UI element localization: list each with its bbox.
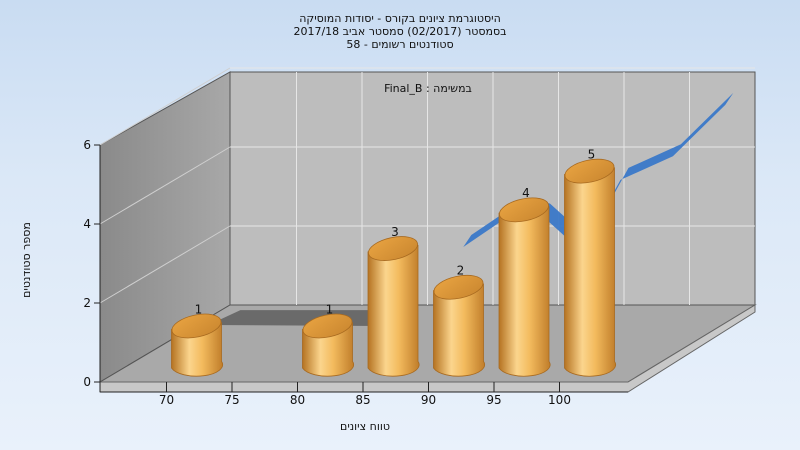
x-axis-label: טווח ציונים <box>340 420 390 433</box>
bar-80: 1 <box>302 302 354 377</box>
axes-group: 0 2 4 6 70 75 80 85 90 95 100 <box>83 138 628 407</box>
bar-body <box>498 206 551 377</box>
grid-line-wall <box>99 146 231 225</box>
x-tick-label: 70 <box>159 393 174 407</box>
y-tick-label: 2 <box>83 296 91 310</box>
x-tick-label: 95 <box>486 393 501 407</box>
task-annotation: במשימה : Final_B <box>384 82 472 95</box>
title-line-2: בסמסטר (02/2017) סמסטר אביב 2017/18 <box>293 25 507 38</box>
bar-100: 5 <box>564 147 616 377</box>
x-tick-label: 85 <box>355 393 370 407</box>
bar-value-label: 2 <box>457 264 465 278</box>
bar-95: 4 <box>498 186 551 377</box>
bar-body <box>367 244 420 377</box>
x-tick-label: 75 <box>224 393 239 407</box>
ribbon-low <box>208 310 411 328</box>
bar-top <box>171 313 222 339</box>
bar-top <box>433 274 484 300</box>
bar-70: 1 <box>171 302 223 377</box>
x-tick-label: 100 <box>548 393 571 407</box>
x-tick-label: 90 <box>421 393 436 407</box>
chart-title: היסטוגרמת ציונים בקורס - יסודות המוסיקה … <box>0 12 800 51</box>
y-tick-label: 0 <box>83 375 91 389</box>
title-line-1: היסטוגרמת ציונים בקורס - יסודות המוסיקה <box>299 12 501 25</box>
bar-top <box>302 313 353 339</box>
bar-top <box>499 197 549 223</box>
bar-body <box>433 283 485 377</box>
y-tick-label: 4 <box>83 217 91 231</box>
bar-85: 3 <box>367 225 420 377</box>
grid-line-wall <box>99 225 231 304</box>
grid-line-wall <box>99 67 231 146</box>
bar-value-label: 4 <box>522 186 530 200</box>
bar-value-label: 5 <box>588 147 596 161</box>
bar-value-label: 3 <box>391 225 399 239</box>
bar-value-label: 1 <box>326 302 334 316</box>
y-axis-label: מספר סטודנטים <box>20 222 33 298</box>
bar-body <box>564 167 616 377</box>
bar-top <box>368 236 418 261</box>
bars-group: 1 1 3 2 4 5 <box>171 147 616 377</box>
x-tick-label: 80 <box>290 393 305 407</box>
bar-90: 2 <box>433 264 485 377</box>
title-line-3: סטודנטים רשומים - 58 <box>346 38 454 51</box>
y-tick-label: 6 <box>83 138 91 152</box>
bar-top <box>564 158 615 184</box>
bar-value-label: 1 <box>195 302 203 316</box>
